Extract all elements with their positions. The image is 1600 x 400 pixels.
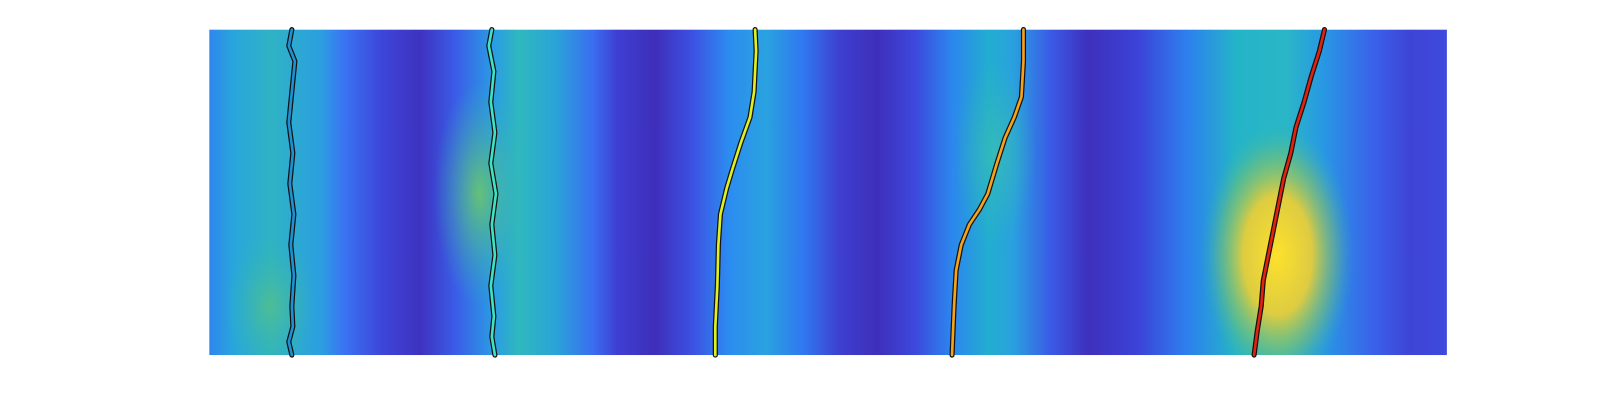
heatmap	[209, 29, 1447, 356]
trace	[287, 28, 297, 357]
trace	[950, 28, 1025, 357]
traces	[286, 27, 1328, 358]
heatmap-hotspot	[209, 29, 1447, 356]
trace	[713, 28, 758, 357]
trace	[487, 28, 498, 357]
trace	[1252, 28, 1326, 357]
